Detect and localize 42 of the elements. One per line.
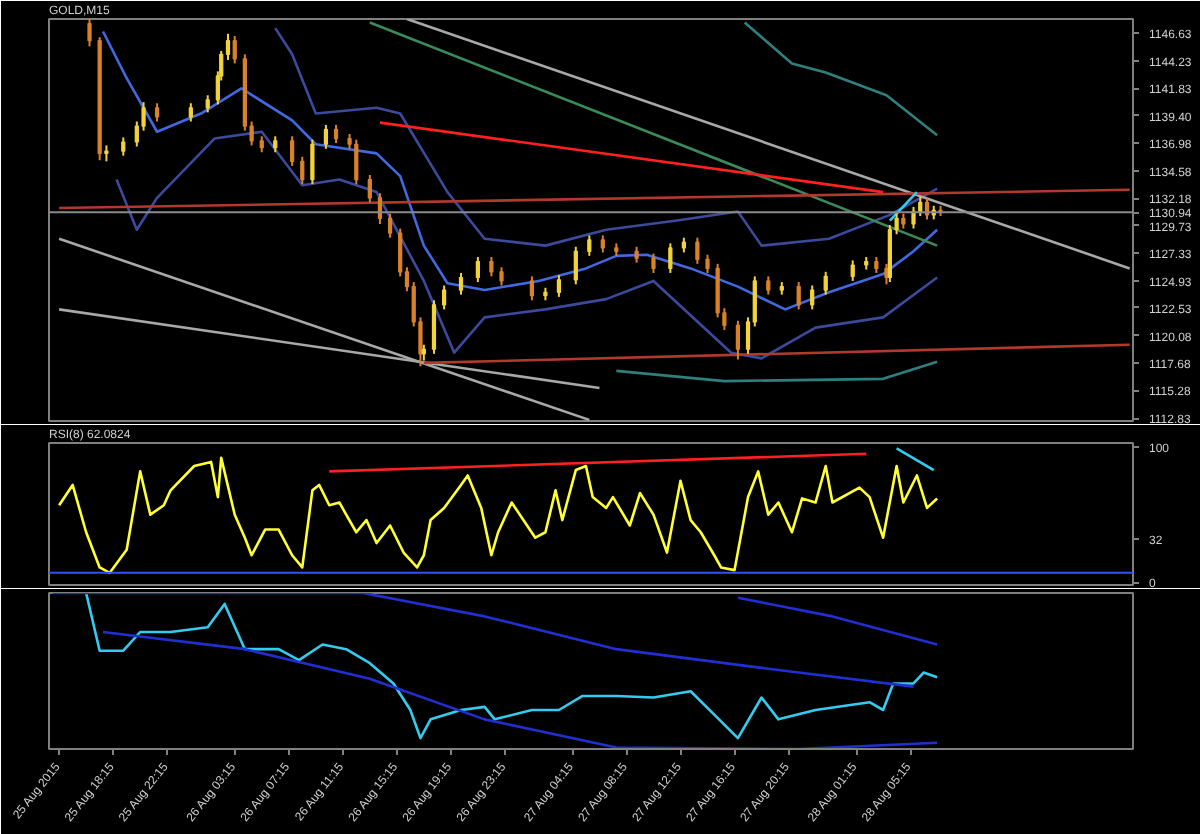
candlestick bbox=[154, 102, 160, 123]
candlestick bbox=[556, 274, 562, 298]
candlestick bbox=[735, 319, 741, 361]
candlestick bbox=[475, 256, 480, 284]
candlestick bbox=[499, 266, 504, 287]
candlestick bbox=[354, 138, 359, 186]
candlestick bbox=[573, 245, 578, 286]
candlestick bbox=[333, 123, 339, 145]
candlestick bbox=[232, 35, 237, 65]
candlestick bbox=[188, 102, 193, 123]
candlestick bbox=[810, 284, 815, 311]
line-series bbox=[115, 130, 939, 360]
line-series bbox=[57, 456, 939, 575]
candlestick bbox=[668, 242, 673, 274]
candlestick bbox=[587, 234, 592, 257]
candlestick bbox=[367, 174, 372, 204]
candlestick bbox=[695, 236, 700, 265]
candlestick bbox=[823, 270, 828, 296]
candlestick bbox=[705, 253, 710, 274]
line-series bbox=[743, 21, 939, 137]
candlestick bbox=[310, 138, 315, 186]
candlestick bbox=[850, 259, 855, 282]
candlestick bbox=[911, 205, 916, 230]
candlestick bbox=[387, 212, 393, 239]
candlestick bbox=[87, 19, 92, 48]
candlestick bbox=[884, 262, 889, 286]
candlestick bbox=[290, 135, 295, 167]
candlestick bbox=[529, 275, 535, 302]
line-series bbox=[273, 26, 939, 247]
candlestick bbox=[489, 256, 494, 278]
line-series bbox=[615, 360, 939, 383]
line-series bbox=[101, 30, 939, 311]
candlestick bbox=[887, 224, 892, 284]
candlestick bbox=[766, 275, 771, 296]
candlestick bbox=[458, 271, 464, 296]
candlestick bbox=[300, 155, 305, 186]
candlestick bbox=[431, 299, 437, 355]
candlestick bbox=[651, 252, 656, 274]
candlestick bbox=[323, 123, 329, 150]
candlestick bbox=[121, 136, 126, 157]
candlestick bbox=[796, 281, 801, 311]
candlestick bbox=[441, 284, 447, 311]
